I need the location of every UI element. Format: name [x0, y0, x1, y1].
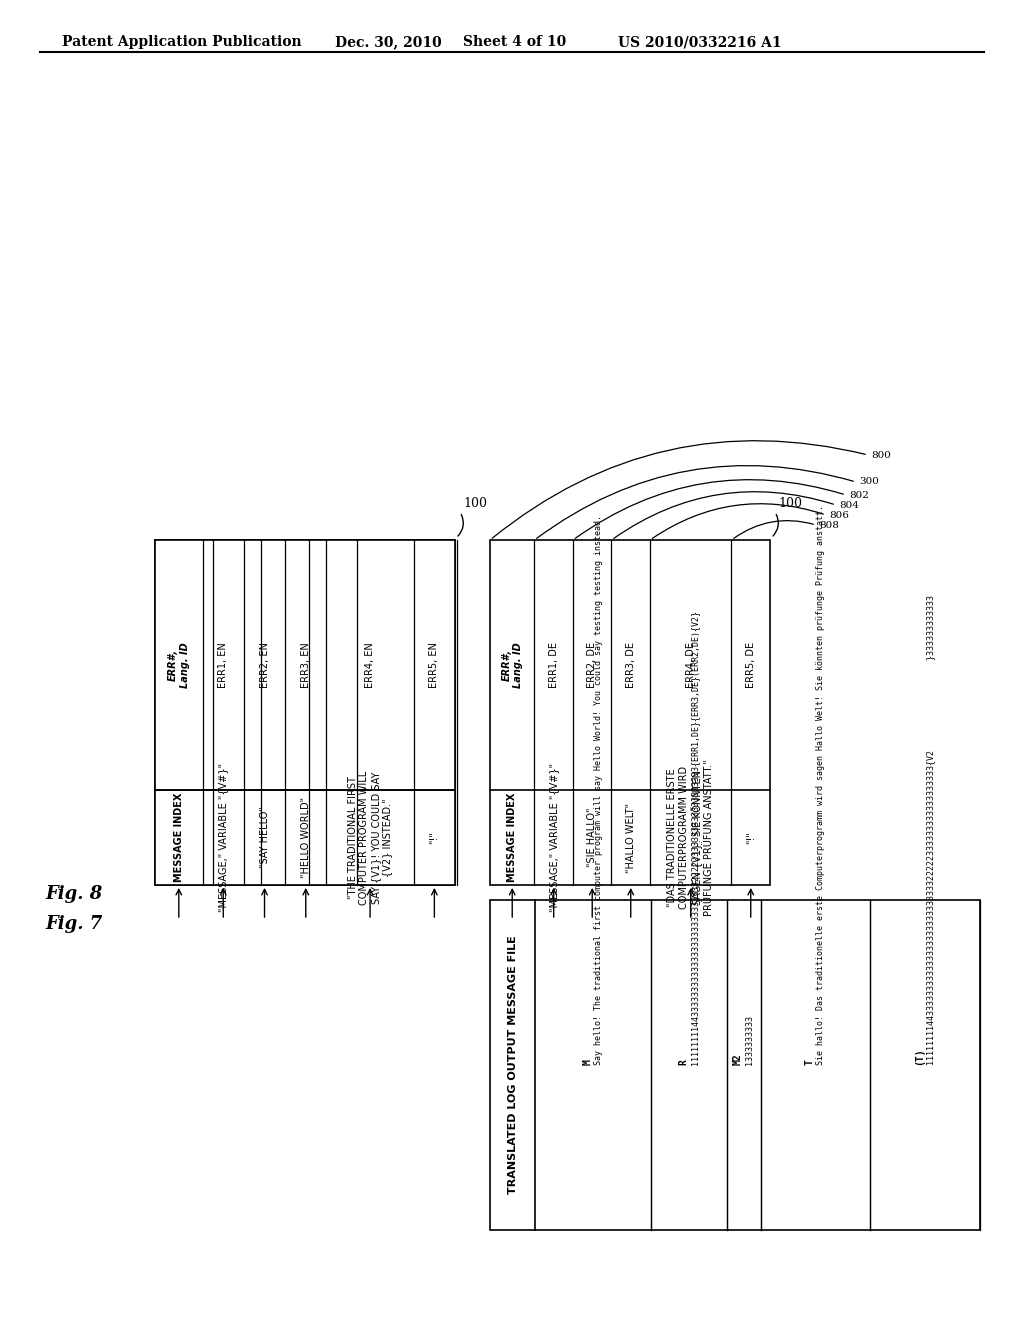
Text: ERR5, EN: ERR5, EN — [429, 642, 439, 688]
Text: "!": "!" — [429, 832, 439, 843]
Text: 100: 100 — [778, 498, 802, 510]
Text: Dec. 30, 2010: Dec. 30, 2010 — [335, 36, 441, 49]
Text: ERR#,
Lang. ID: ERR#, Lang. ID — [168, 642, 189, 688]
Text: Patent Application Publication: Patent Application Publication — [62, 36, 302, 49]
Text: "HELLO WORLD": "HELLO WORLD" — [301, 797, 311, 878]
Text: ERR1, DE: ERR1, DE — [549, 642, 559, 688]
Text: ERR4, DE: ERR4, DE — [686, 642, 695, 688]
Text: "MESSAGE," VARIABLE "{V#}": "MESSAGE," VARIABLE "{V#}" — [218, 763, 228, 912]
Text: "SIE HALLO": "SIE HALLO" — [587, 808, 597, 867]
Text: TRANSLATED LOG OUTPUT MESSAGE FILE: TRANSLATED LOG OUTPUT MESSAGE FILE — [508, 936, 517, 1195]
Text: Fig. 7: Fig. 7 — [45, 915, 102, 933]
Text: ERR4, EN: ERR4, EN — [366, 642, 375, 688]
Text: "!": "!" — [745, 832, 756, 843]
Text: MESSAGE INDEX: MESSAGE INDEX — [507, 793, 517, 882]
Text: Say hello! The traditional first computer program will say Hello World! You coul: Say hello! The traditional first compute… — [584, 515, 603, 1065]
Text: 1333333333: 1333333333 — [734, 1015, 754, 1065]
Text: 804: 804 — [839, 500, 859, 510]
Text: 300: 300 — [859, 478, 879, 487]
Text: Sie hallo! Das traditionelle erste Computerprogramm wird sagen Hallo Welt! Sie k: Sie hallo! Das traditionelle erste Compu… — [806, 506, 825, 1065]
Text: ERR3, EN: ERR3, EN — [301, 642, 311, 688]
Text: "MESSAGE," VARIABLE "{V#}": "MESSAGE," VARIABLE "{V#}" — [549, 763, 559, 912]
Text: ERR3, DE: ERR3, DE — [626, 642, 636, 688]
Text: 100: 100 — [463, 498, 487, 510]
Text: M: M — [583, 1059, 604, 1065]
Text: ERR1, EN: ERR1, EN — [218, 642, 228, 688]
Text: "SAY HELLO": "SAY HELLO" — [259, 807, 269, 869]
Text: T: T — [805, 1059, 826, 1065]
FancyArrowPatch shape — [773, 515, 778, 536]
Bar — [490, 540, 770, 884]
Bar — [155, 540, 455, 884]
Bar — [490, 900, 980, 1230]
Text: R: R — [678, 1059, 699, 1065]
Text: Fig. 8: Fig. 8 — [45, 884, 102, 903]
Text: Sheet 4 of 10: Sheet 4 of 10 — [463, 36, 566, 49]
FancyArrowPatch shape — [458, 515, 464, 536]
Text: ERR#,
Lang. ID: ERR#, Lang. ID — [502, 642, 523, 688]
Text: M2: M2 — [733, 1053, 755, 1065]
Text: 806: 806 — [829, 511, 849, 520]
Text: 802: 802 — [849, 491, 869, 499]
Text: "HALLO WELT": "HALLO WELT" — [626, 803, 636, 873]
Text: 111111114433333333333333333333333333322222333333333333333333{V2                 : 1111111144333333333333333333333333333222… — [915, 595, 935, 1065]
Bar — [155, 540, 455, 884]
Text: ERR2, EN: ERR2, EN — [259, 642, 269, 688]
Text: ERR2, DE: ERR2, DE — [587, 642, 597, 688]
Text: US 2010/0332216 A1: US 2010/0332216 A1 — [618, 36, 781, 49]
Text: 808: 808 — [819, 520, 839, 529]
Text: ERR5, DE: ERR5, DE — [745, 642, 756, 688]
Text: "DAS TRADITIONELLE ERSTE
COMPUTERPROGRAMM WIRD
SAGEN {V1}! SIE KÖNNTEN
PRÜFUNGE : "DAS TRADITIONELLE ERSTE COMPUTERPROGRAM… — [668, 759, 714, 916]
Text: MESSAGE INDEX: MESSAGE INDEX — [174, 793, 184, 882]
Text: "THE TRADITIONAL FIRST
COMPUTER PROGRAM WILL
SAY {V1}! YOU COULD SAY
{V2} INSTEA: "THE TRADITIONAL FIRST COMPUTER PROGRAM … — [348, 771, 392, 904]
Text: 800: 800 — [871, 450, 891, 459]
Text: (T): (T) — [914, 1047, 936, 1065]
Text: 111111114433333333333333333333333333322222333333333333333333{ERR1,DE}{ERR3,DE}(E: 1111111144333333333333333333333333333222… — [679, 610, 698, 1065]
